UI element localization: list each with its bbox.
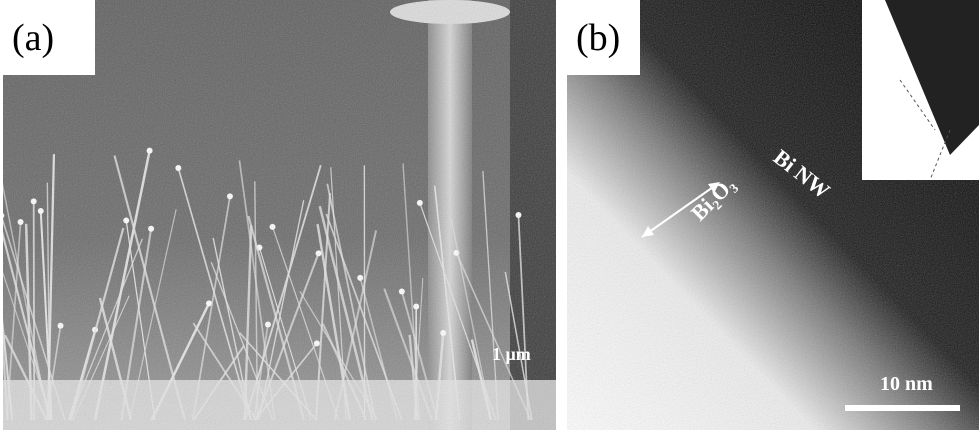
scale-bar: [845, 405, 960, 411]
figure: (a) 1 μm (b) Bi NW Bi₂O₃ 10 nm: [0, 0, 979, 430]
panel-label: (b): [576, 17, 620, 59]
scale-label: 10 nm: [880, 373, 933, 395]
page: {"panel_a": {"label": "(a)", "scale_bar"…: [0, 0, 979, 430]
tip: [0, 161, 1, 167]
panel-label: (a): [12, 17, 54, 59]
tip: [0, 298, 3, 304]
nanowire: [0, 247, 3, 420]
scale-label: 1 μm: [492, 344, 531, 364]
